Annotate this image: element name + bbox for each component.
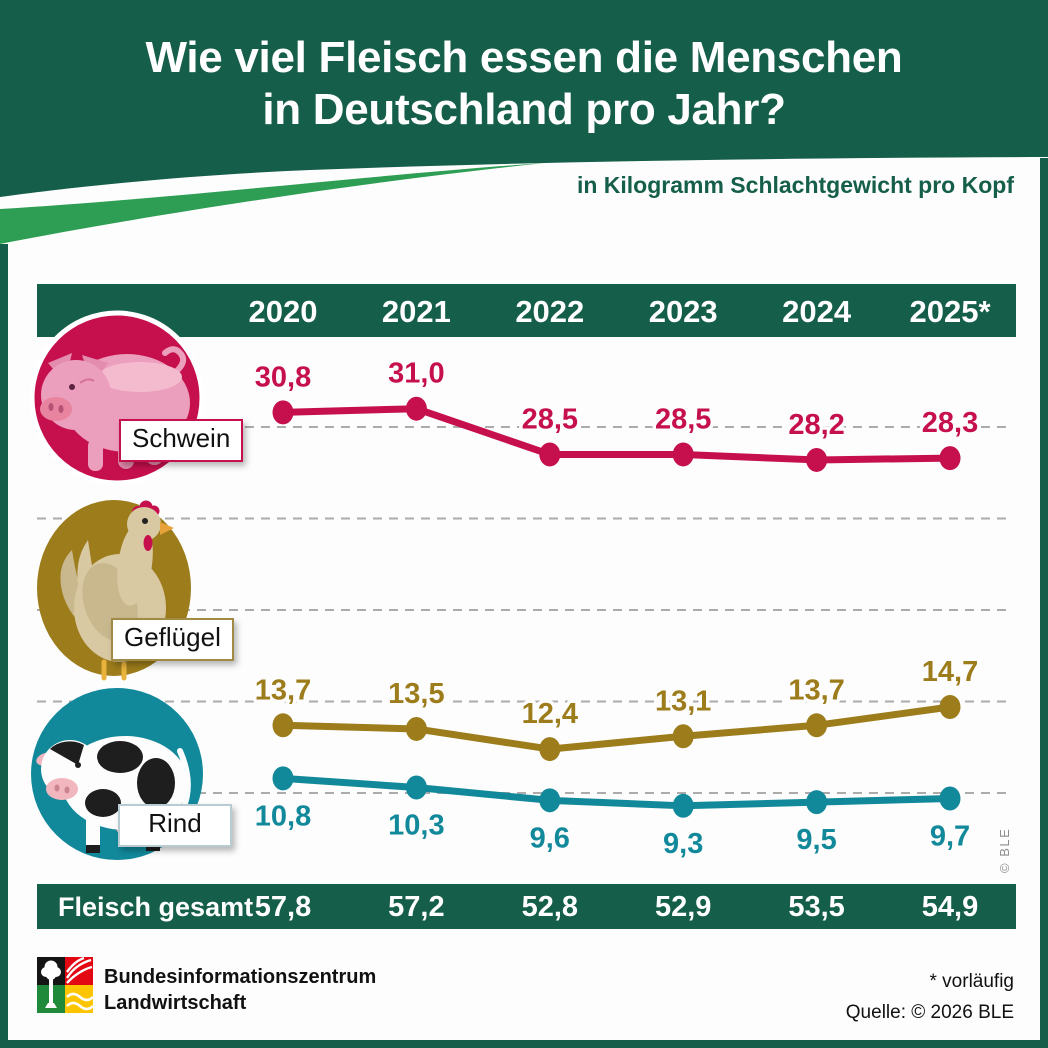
year-header-bar: 2020 2021 2022 2023 2024 2025* [37, 284, 1016, 337]
value-label-Geflügel-2020: 13,7 [255, 674, 311, 706]
year-label-2020: 2020 [248, 294, 318, 329]
header-swoosh [0, 0, 1048, 244]
total-value-2022: 52,8 [521, 891, 579, 923]
preliminary-note: * vorläufig [929, 971, 1015, 992]
copyright-watermark: © BLE [997, 827, 1012, 873]
value-label-Geflügel-2025*: 14,7 [922, 656, 978, 688]
series-label-schwein: Schwein [119, 419, 244, 462]
value-label-Schwein-2024: 28,2 [788, 409, 844, 441]
publisher-line2: Landwirtschaft [104, 992, 247, 1014]
page-title-line2: in Deutschland pro Jahr? [262, 85, 786, 135]
total-value-2025*: 54,9 [921, 891, 979, 923]
frame-right [1040, 158, 1048, 1048]
value-label-Rind-2023: 9,3 [663, 828, 703, 860]
point-Geflügel-2020 [272, 713, 294, 738]
point-Rind-2024 [806, 790, 828, 815]
point-Schwein-2025* [939, 446, 961, 471]
line-Geflügel [279, 703, 954, 753]
page-title-line1: Wie viel Fleisch essen die Menschen [145, 33, 903, 82]
cow-icon [31, 688, 203, 860]
point-Geflügel-2023 [672, 724, 694, 749]
point-Rind-2021 [405, 775, 427, 800]
value-label-Geflügel-2024: 13,7 [788, 674, 844, 706]
total-row-label: Fleisch gesamt [58, 892, 254, 922]
value-label-Schwein-2023: 28,5 [655, 403, 711, 435]
value-label-Rind-2024: 9,5 [796, 824, 836, 856]
point-Schwein-2022 [539, 442, 561, 467]
value-label-Geflügel-2022: 12,4 [522, 698, 578, 730]
bzl-logo-icon [37, 956, 94, 1013]
line-Rind [279, 774, 954, 810]
point-Schwein-2024 [806, 447, 828, 472]
year-label-2023: 2023 [648, 294, 718, 329]
point-Schwein-2020 [272, 400, 294, 425]
series-label-rind: Rind [118, 804, 232, 847]
value-label-Schwein-2021: 31,0 [388, 358, 444, 390]
year-label-2022: 2022 [515, 294, 585, 329]
point-Rind-2020 [272, 766, 294, 791]
publisher-line1: Bundesinformationszentrum [104, 966, 377, 988]
frame-bottom [0, 1040, 1048, 1048]
point-Geflügel-2024 [806, 713, 828, 738]
total-value-2024: 53,5 [788, 891, 845, 923]
series-label-gefluegel: Geflügel [111, 618, 234, 661]
header-background [0, 0, 1048, 197]
point-Geflügel-2022 [539, 737, 561, 762]
total-value-2021: 57,2 [388, 891, 445, 923]
value-label-Rind-2025*: 9,7 [930, 820, 970, 852]
pig-icon [29, 310, 205, 486]
value-label-Rind-2021: 10,3 [388, 810, 444, 842]
page-title: Wie viel Fleisch essen die Menschen in D… [0, 32, 1048, 137]
value-label-Schwein-2020: 30,8 [255, 361, 311, 393]
swoosh-stripe [0, 163, 545, 244]
point-Schwein-2021 [405, 396, 427, 421]
year-label-2024: 2024 [782, 294, 852, 329]
source-note: Quelle: © 2026 BLE [845, 1002, 1014, 1024]
total-row-bar: Fleisch gesamt 57,8 57,2 52,8 52,9 53,5 54,9 [37, 884, 1016, 929]
total-value-2023: 52,9 [654, 891, 712, 923]
value-label-Schwein-2025*: 28,3 [922, 407, 978, 439]
point-Rind-2025* [939, 786, 961, 811]
point-Schwein-2023 [672, 442, 694, 467]
year-label-2021: 2021 [381, 294, 451, 329]
value-label-Geflügel-2023: 13,1 [655, 685, 711, 717]
value-label-Rind-2020: 10,8 [255, 800, 311, 832]
footnote-source: * vorläufig Quelle: © 2026 BLE [846, 966, 1014, 1029]
line-Schwein [279, 405, 954, 464]
total-value-2020: 57,8 [254, 891, 312, 923]
point-Rind-2023 [672, 793, 694, 818]
point-Geflügel-2025* [939, 694, 961, 719]
chart-subtitle: in Kilogramm Schlachtgewicht pro Kopf [576, 172, 1014, 198]
value-label-Geflügel-2021: 13,5 [388, 678, 444, 710]
value-label-Schwein-2022: 28,5 [522, 403, 578, 435]
publisher-name: Bundesinformationszentrum Landwirtschaft [104, 964, 376, 1016]
point-Geflügel-2021 [405, 716, 427, 741]
frame-left [0, 244, 8, 1048]
year-label-2025*: 2025* [909, 294, 991, 329]
point-Rind-2022 [539, 788, 561, 813]
value-label-Rind-2022: 9,6 [530, 822, 570, 854]
